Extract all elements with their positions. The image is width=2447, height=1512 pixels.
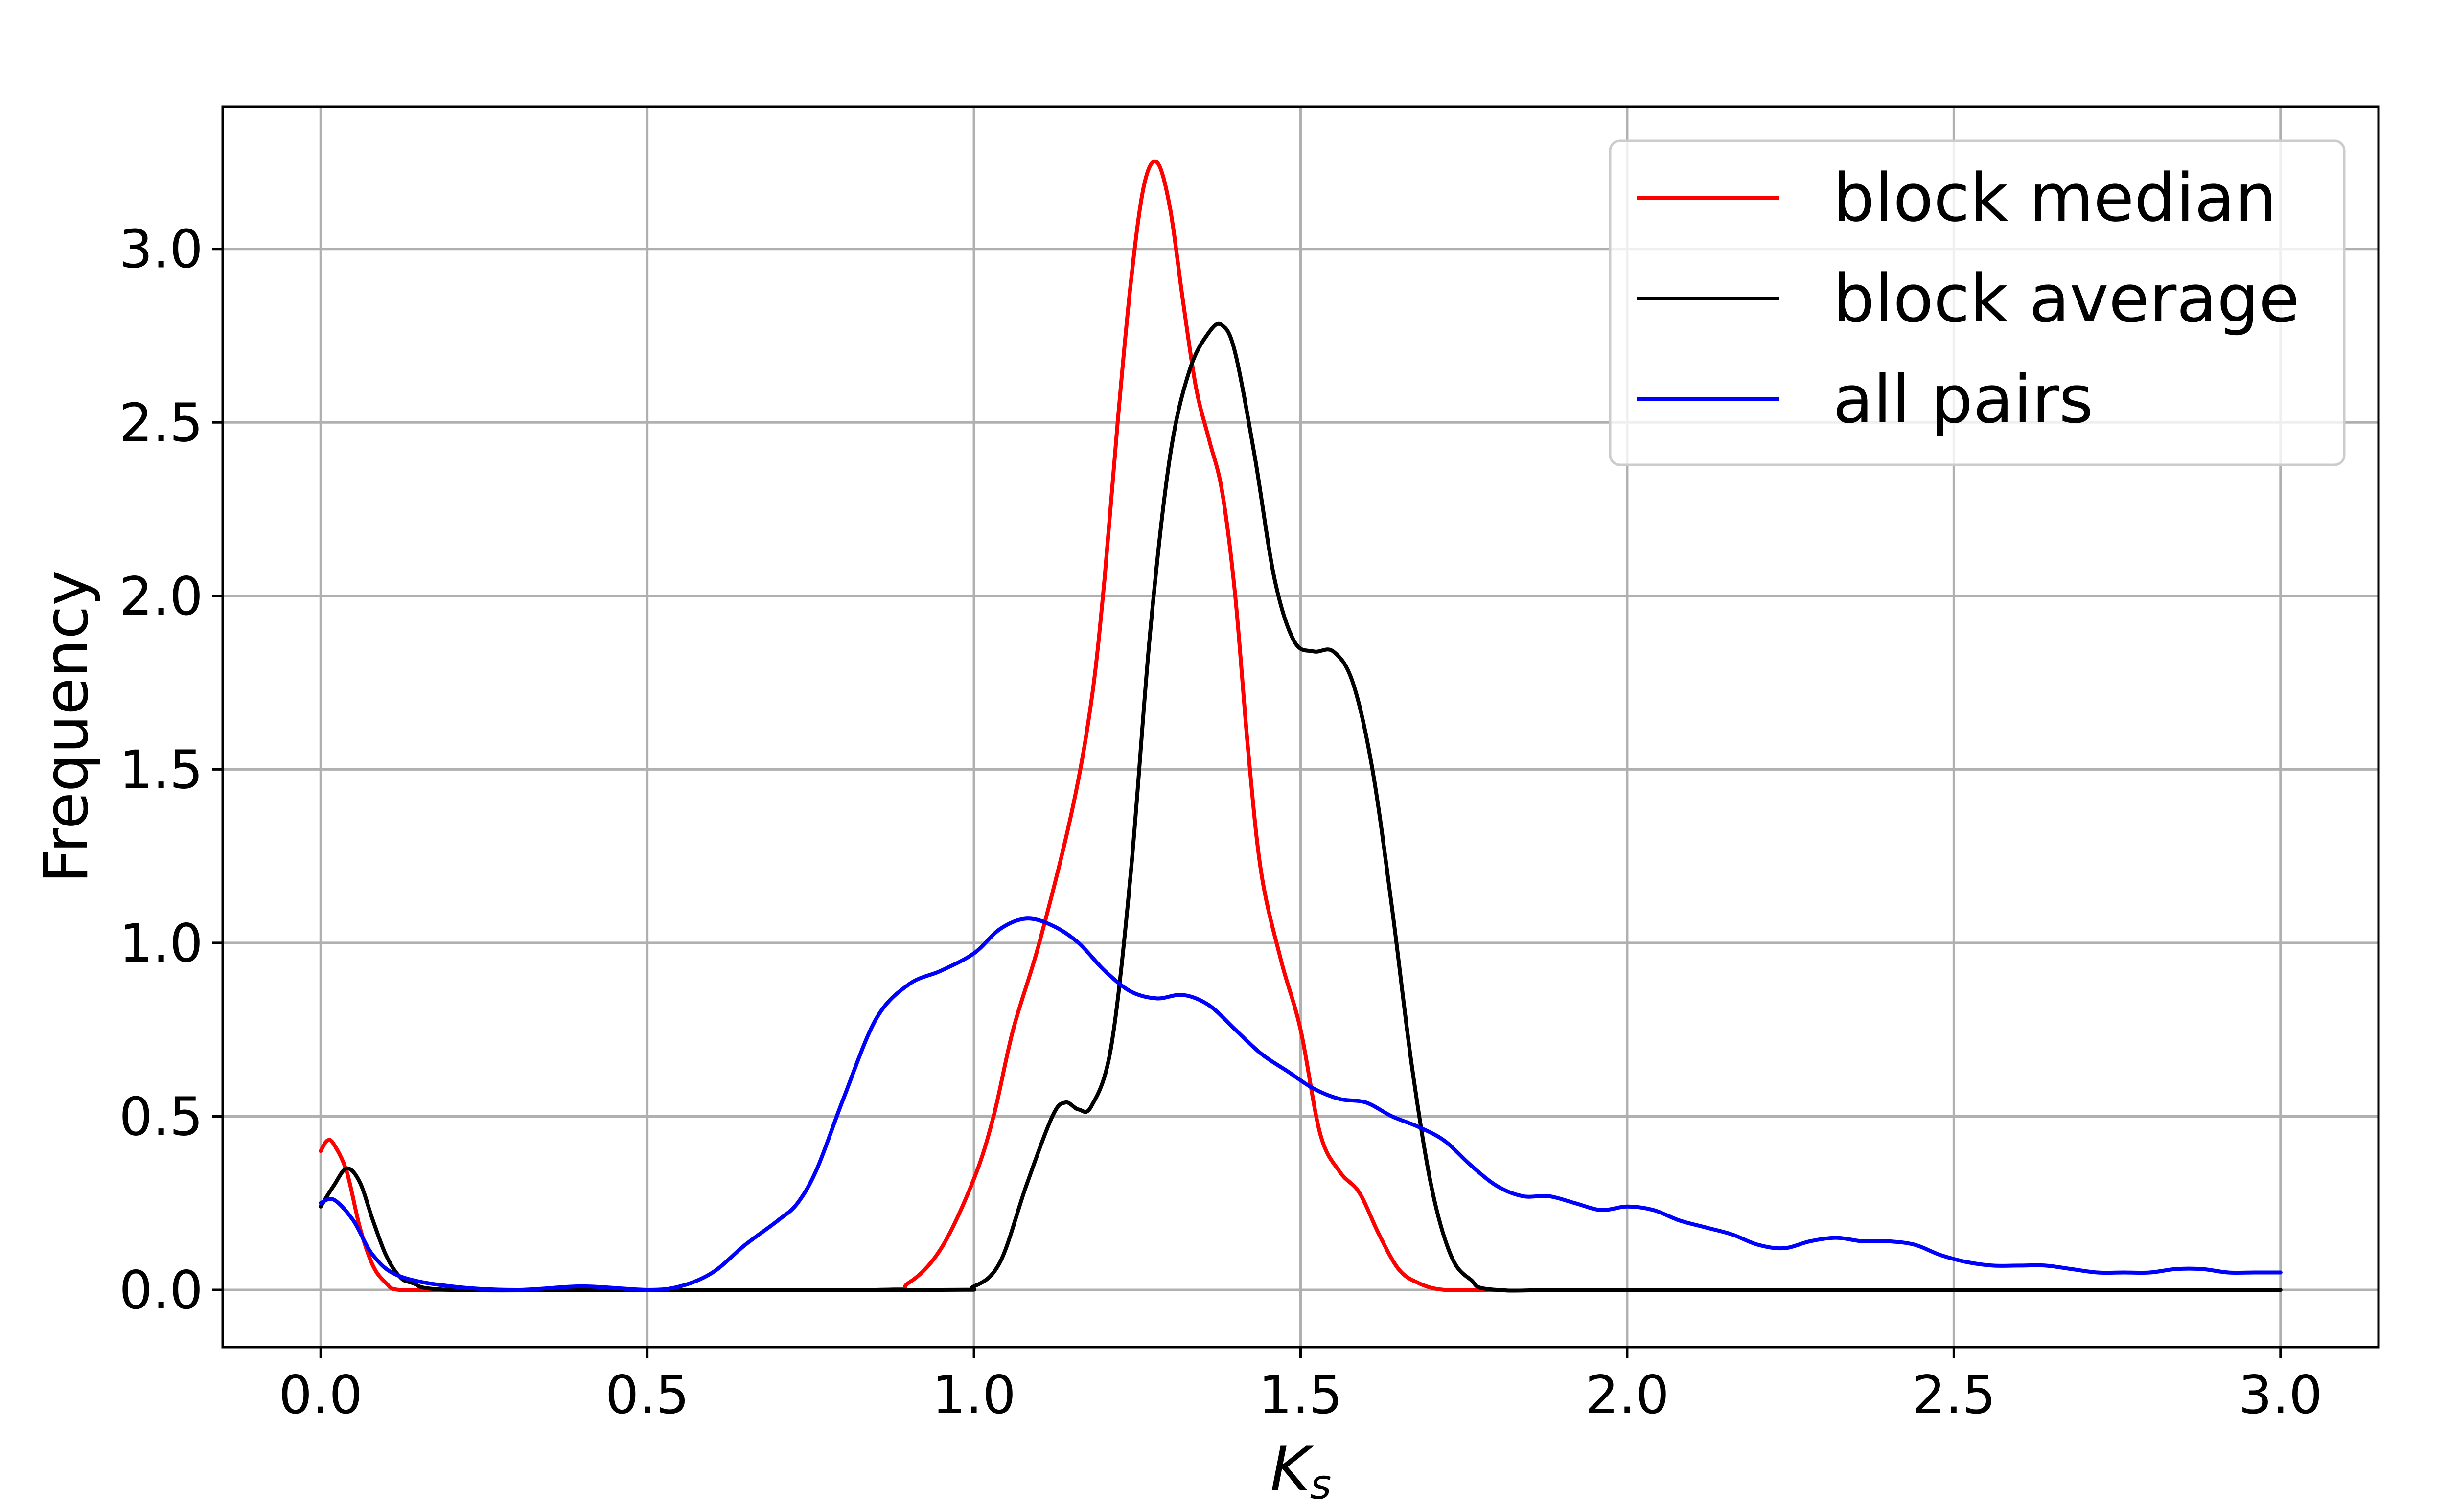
y-tick-label: 2.0 xyxy=(119,566,203,627)
x-tick-label: 2.5 xyxy=(1912,1365,1996,1426)
y-tick-label: 2.5 xyxy=(119,392,203,454)
y-axis-label: Frequency xyxy=(31,570,102,884)
legend: block median block average all pairs xyxy=(1609,139,2346,466)
y-tick-label: 3.0 xyxy=(119,219,203,280)
y-tick-label: 0.0 xyxy=(119,1260,203,1321)
x-tick-label: 1.5 xyxy=(1259,1365,1343,1426)
x-tick-label: 1.0 xyxy=(932,1365,1016,1426)
x-tick-label: 3.0 xyxy=(2239,1365,2323,1426)
x-tick-label: 2.0 xyxy=(1585,1365,1669,1426)
series-line-block-average xyxy=(319,321,2283,1293)
y-axis-ticks: 0.0 0.5 1.0 1.5 2.0 2.5 3.0 xyxy=(119,219,223,1321)
legend-label-all-pairs: all pairs xyxy=(1833,361,2093,438)
legend-label-block-median: block median xyxy=(1833,160,2277,236)
x-axis-label: Ks xyxy=(1270,1434,1331,1509)
x-axis-ticks: 0.0 0.5 1.0 1.5 2.0 2.5 3.0 xyxy=(278,1347,2323,1426)
legend-box xyxy=(1609,139,2346,466)
x-tick-label: 0.5 xyxy=(605,1365,690,1426)
series-line-block-median xyxy=(319,159,1499,1293)
series-lines xyxy=(319,159,2283,1293)
x-tick-label: 0.0 xyxy=(278,1365,363,1426)
y-tick-label: 1.0 xyxy=(119,913,203,974)
legend-label-block-average: block average xyxy=(1833,260,2300,337)
y-tick-label: 0.5 xyxy=(119,1086,203,1147)
y-tick-label: 1.5 xyxy=(119,739,203,801)
series-line-all-pairs xyxy=(319,916,2283,1292)
